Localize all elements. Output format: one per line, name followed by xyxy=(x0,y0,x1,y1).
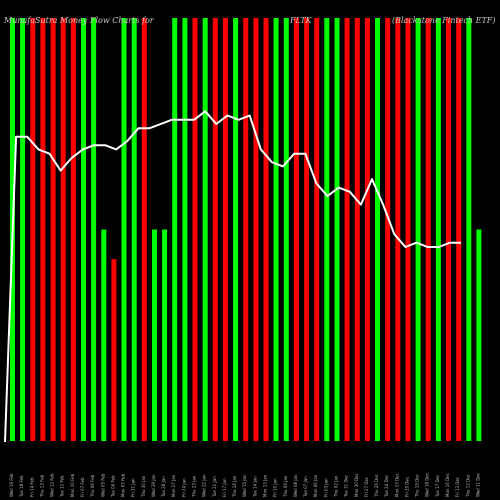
x-tick-label: Thu 26 Dec xyxy=(374,474,379,498)
x-tick-label: Fri 17 Jan xyxy=(222,478,227,497)
x-tick-label: Mon 10 Feb xyxy=(70,473,75,497)
flow-bar xyxy=(314,18,320,441)
x-tick-label: Wed 19 Feb xyxy=(9,473,14,497)
x-tick-label: Fri 13 Dec xyxy=(455,477,460,497)
x-tick-label: Fri 07 Feb xyxy=(80,477,85,497)
x-tick-label: Fri 10 Jan xyxy=(273,478,278,497)
x-tick-label: Tue 11 Feb xyxy=(60,475,65,498)
x-tick-label: Thu 13 Feb xyxy=(39,474,44,498)
flow-bar xyxy=(81,18,86,441)
x-tick-label: Mon 27 Jan xyxy=(171,474,176,497)
flow-bar xyxy=(40,18,46,441)
x-tick-label: Mon 16 Dec xyxy=(445,473,450,497)
flow-bar xyxy=(253,18,259,441)
flow-bar xyxy=(375,18,380,441)
flow-bar xyxy=(415,18,421,441)
x-tick-label: Wed 15 Jan xyxy=(242,474,247,497)
x-tick-label: Tue 31 Dec xyxy=(344,475,349,498)
flow-bar xyxy=(344,18,350,441)
chart-title-left: MunafaSutra Money Flow Charts for xyxy=(3,16,155,25)
flow-bar xyxy=(131,18,137,441)
x-tick-label: Mon 30 Dec xyxy=(354,473,359,497)
flow-bar xyxy=(334,18,340,441)
flow-bar xyxy=(192,18,198,441)
x-tick-label: Fri 14 Feb xyxy=(29,477,34,497)
flow-bar xyxy=(273,18,279,441)
flow-bar xyxy=(152,229,157,441)
flow-bar xyxy=(263,18,269,441)
flow-bar xyxy=(141,18,147,441)
x-tick-label: Mon 03 Feb xyxy=(121,473,126,497)
flow-bar xyxy=(456,18,462,441)
x-tick-label: Thu 19 Dec xyxy=(415,474,420,498)
x-tick-label: Tue 04 Feb xyxy=(110,475,115,498)
x-tick-label: Wed 05 Feb xyxy=(100,473,105,497)
flow-bar xyxy=(324,18,330,441)
flow-bar xyxy=(202,18,208,441)
flow-bar xyxy=(70,18,76,441)
x-tick-label: Fri 31 Jan xyxy=(131,478,136,497)
flow-bar xyxy=(385,18,391,441)
flow-bar xyxy=(395,18,401,441)
flow-bar xyxy=(243,18,249,441)
flow-bar xyxy=(172,18,178,441)
flow-bar xyxy=(304,18,310,441)
x-tick-label: Tue 21 Jan xyxy=(212,476,217,498)
flow-bar xyxy=(222,18,228,441)
flow-bar xyxy=(20,18,26,441)
x-tick-label: Thu 09 Jan xyxy=(283,475,288,498)
money-flow-line xyxy=(4,110,461,443)
x-tick-label: Tue 18 Feb xyxy=(19,475,24,498)
flow-bar xyxy=(162,229,168,441)
x-tick-label: Thu 06 Feb xyxy=(90,474,95,498)
x-tick-label: Wed 12 Feb xyxy=(50,473,55,497)
x-tick-label: Thu 23 Jan xyxy=(192,475,197,498)
flow-bar xyxy=(446,18,451,441)
x-tick-label: Mon 23 Dec xyxy=(394,473,399,497)
flow-bar xyxy=(121,18,127,441)
x-tick-label: Tue 17 Dec xyxy=(435,475,440,498)
flow-bar xyxy=(293,18,299,441)
x-tick-label: Mon 13 Jan xyxy=(263,474,268,497)
flow-bar xyxy=(364,18,370,441)
flow-bar xyxy=(283,18,289,441)
chart-title-ticker: FLTK xyxy=(289,16,313,25)
x-tick-label: Wed 22 Jan xyxy=(202,474,207,497)
x-tick-label: Wed 29 Jan xyxy=(151,474,156,497)
flow-bar xyxy=(182,18,188,441)
x-tick-label: Tue 07 Jan xyxy=(303,476,308,498)
x-tick-label: Mon 06 Jan xyxy=(313,474,318,497)
flow-bar xyxy=(101,229,107,441)
chart-title-right: (Blackstone Fintech ETF) xyxy=(392,16,495,25)
flow-bar xyxy=(435,18,441,441)
x-tick-label: Thu 16 Jan xyxy=(232,475,237,498)
flow-bar xyxy=(111,259,117,441)
flow-bar xyxy=(50,18,56,441)
x-tick-label: Thu 12 Dec xyxy=(465,474,470,498)
x-tick-label: Thu 02 Jan xyxy=(334,475,339,498)
x-tick-label: Wed 11 Dec xyxy=(475,473,480,497)
flow-bar xyxy=(212,18,218,441)
flow-bar xyxy=(60,18,66,441)
flow-bar xyxy=(425,18,431,441)
flow-bar xyxy=(91,18,97,441)
x-tick-label: Tue 14 Jan xyxy=(252,476,257,498)
x-tick-label: Fri 24 Jan xyxy=(181,478,186,497)
x-tick-label: Tue 24 Dec xyxy=(384,475,389,498)
flow-bar xyxy=(466,18,472,441)
x-tick-label: Fri 20 Dec xyxy=(405,477,410,497)
x-tick-label: Tue 28 Jan xyxy=(161,476,166,498)
flow-bar xyxy=(405,18,411,441)
flow-bar xyxy=(476,229,482,441)
x-tick-label: Fri 27 Dec xyxy=(364,477,369,497)
flow-bar xyxy=(354,18,360,441)
x-tick-label: Wed 18 Dec xyxy=(425,473,430,497)
x-tick-label: Fri 03 Jan xyxy=(323,478,328,497)
flow-bar xyxy=(233,18,239,441)
x-tick-label: Wed 08 Jan xyxy=(293,474,298,497)
x-tick-label: Thu 30 Jan xyxy=(141,475,146,498)
flow-bar xyxy=(30,18,36,441)
